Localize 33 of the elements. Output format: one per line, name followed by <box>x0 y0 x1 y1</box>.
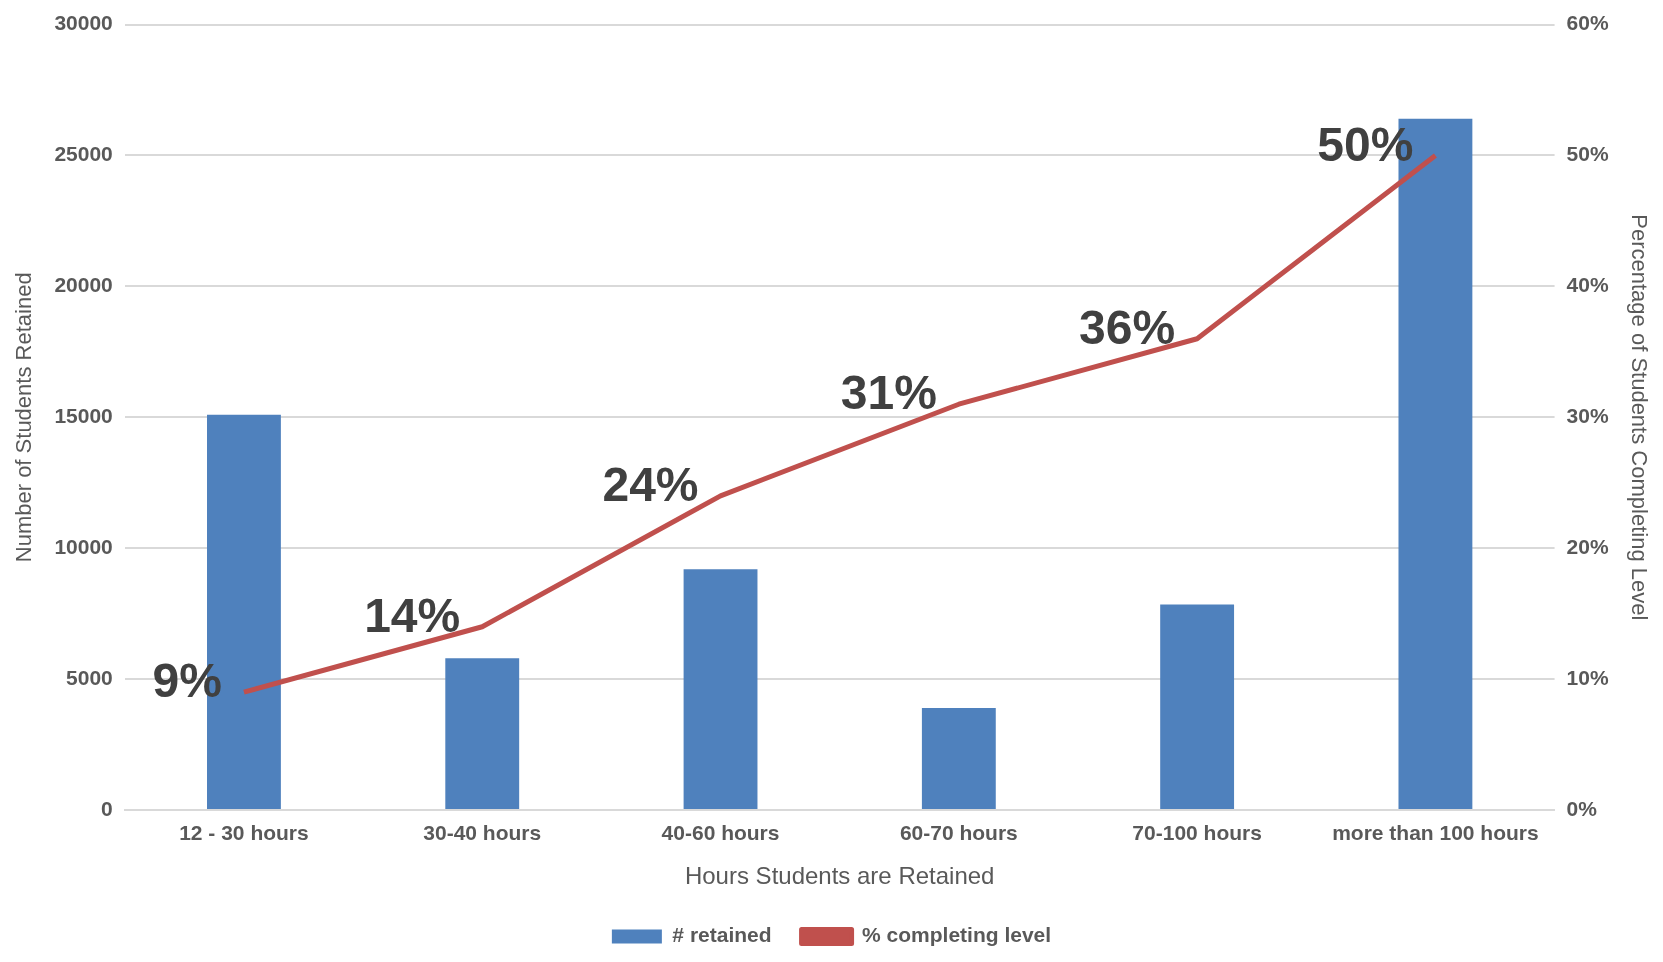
x-tick-label: 40-60 hours <box>661 821 780 845</box>
data-label: 36% <box>1079 300 1176 354</box>
x-tick-label: 70-100 hours <box>1132 821 1262 845</box>
y2-tick-label: 0% <box>1566 796 1598 820</box>
y-tick-label: 30000 <box>54 11 113 35</box>
data-label: 14% <box>364 588 461 642</box>
y-tick-label: 0 <box>101 796 113 820</box>
y-tick-label: 10000 <box>54 535 113 558</box>
y2-axis-title: Percentage of Students Completing Level <box>1626 214 1652 621</box>
data-label: 24% <box>602 458 699 512</box>
bar <box>1160 604 1235 809</box>
y-tick-label: 25000 <box>54 142 113 166</box>
y-axis-title: Number of Students Retained <box>11 272 37 563</box>
legend-label: # retained <box>672 923 772 947</box>
data-label: 31% <box>840 366 937 420</box>
bar <box>445 658 520 809</box>
y2-tick-label: 30% <box>1566 404 1609 428</box>
x-tick-label: 60-70 hours <box>899 821 1018 845</box>
x-tick-label: 30-40 hours <box>423 821 542 845</box>
y-tick-label: 5000 <box>66 665 113 689</box>
y-tick-label: 15000 <box>54 404 113 428</box>
y2-tick-label: 50% <box>1566 142 1609 166</box>
x-tick-label: 12 - 30 hours <box>179 821 309 845</box>
bar <box>921 707 996 809</box>
x-tick-label: more than 100 hours <box>1332 821 1539 845</box>
y2-tick-label: 20% <box>1566 535 1609 558</box>
legend-label: % completing level <box>862 923 1052 947</box>
y2-tick-label: 60% <box>1566 11 1609 35</box>
bar <box>683 569 758 809</box>
y-tick-label: 20000 <box>54 273 113 297</box>
y2-tick-label: 10% <box>1566 665 1609 689</box>
x-axis-title: Hours Students are Retained <box>684 862 995 890</box>
y2-tick-label: 40% <box>1566 273 1609 297</box>
